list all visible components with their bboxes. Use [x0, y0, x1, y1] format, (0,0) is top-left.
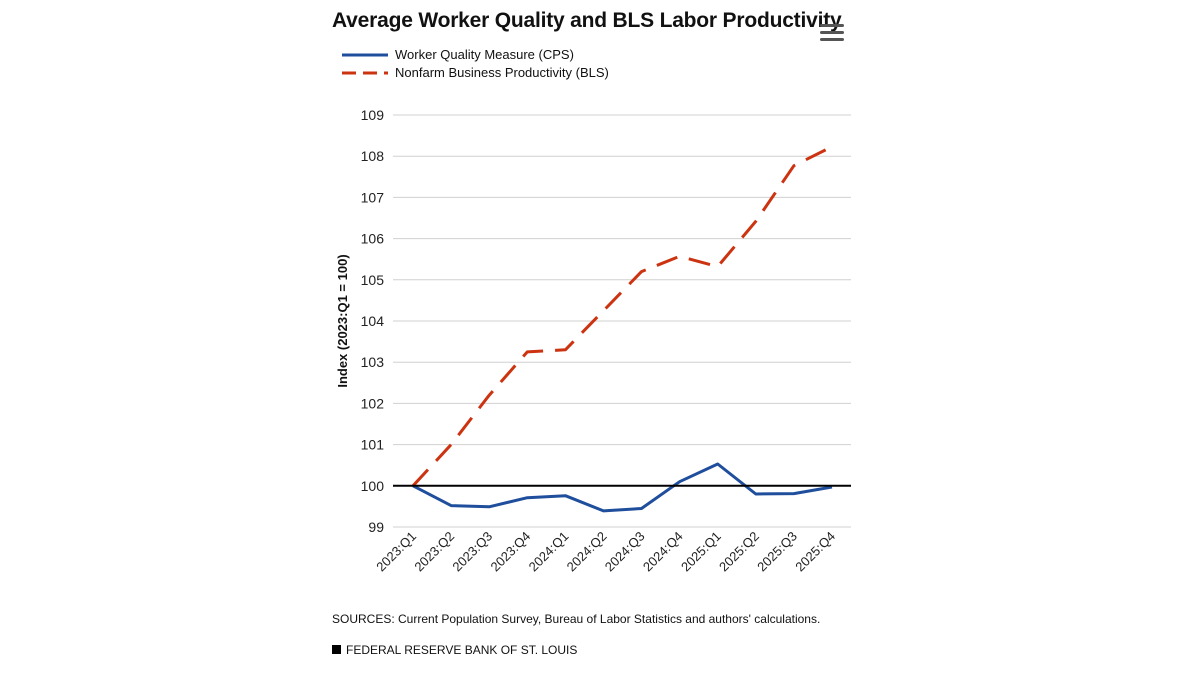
y-tick-label: 106: [361, 231, 385, 247]
x-tick-label: 2025:Q2: [716, 529, 762, 575]
x-tick-label: 2023:Q3: [449, 529, 495, 575]
x-tick-label: 2023:Q4: [488, 529, 534, 575]
y-tick-label: 99: [368, 519, 384, 535]
x-tick-label: 2024:Q1: [526, 529, 572, 575]
footer-text: FEDERAL RESERVE BANK OF ST. LOUIS: [346, 643, 578, 657]
legend-swatch-bls: [342, 71, 388, 75]
y-tick-label: 104: [361, 313, 385, 329]
x-tick-label: 2025:Q4: [792, 529, 838, 575]
x-tick-label: 2023:Q1: [373, 529, 419, 575]
footer-square-icon: [332, 645, 341, 654]
x-tick-label: 2025:Q1: [678, 529, 724, 575]
legend-swatch-cps: [342, 53, 388, 57]
x-tick-label: 2025:Q3: [754, 529, 800, 575]
y-tick-label: 108: [361, 148, 385, 164]
hamburger-menu-icon[interactable]: [820, 24, 846, 42]
y-tick-label: 102: [361, 395, 385, 411]
y-tick-label: 105: [361, 272, 385, 288]
y-tick-label: 103: [361, 354, 385, 370]
chart-title: Average Worker Quality and BLS Labor Pro…: [332, 9, 842, 32]
series-line-worker-quality: [412, 462, 833, 513]
footer-attribution: FEDERAL RESERVE BANK OF ST. LOUIS: [332, 643, 577, 657]
legend-label-cps: Worker Quality Measure (CPS): [395, 47, 574, 62]
x-tick-label: 2024:Q3: [602, 529, 648, 575]
sources-note: SOURCES: Current Population Survey, Bure…: [332, 612, 821, 626]
y-tick-label: 100: [361, 478, 385, 494]
x-tick-label: 2024:Q4: [640, 529, 686, 575]
x-tick-label: 2024:Q2: [564, 529, 610, 575]
y-tick-label: 101: [361, 437, 385, 453]
series-line-productivity: [411, 145, 833, 487]
y-tick-label: 107: [361, 189, 385, 205]
legend-label-bls: Nonfarm Business Productivity (BLS): [395, 65, 609, 80]
x-tick-label: 2023:Q2: [411, 529, 457, 575]
y-axis-label: Index (2023:Q1 = 100): [335, 254, 350, 387]
y-tick-label: 109: [361, 107, 385, 123]
